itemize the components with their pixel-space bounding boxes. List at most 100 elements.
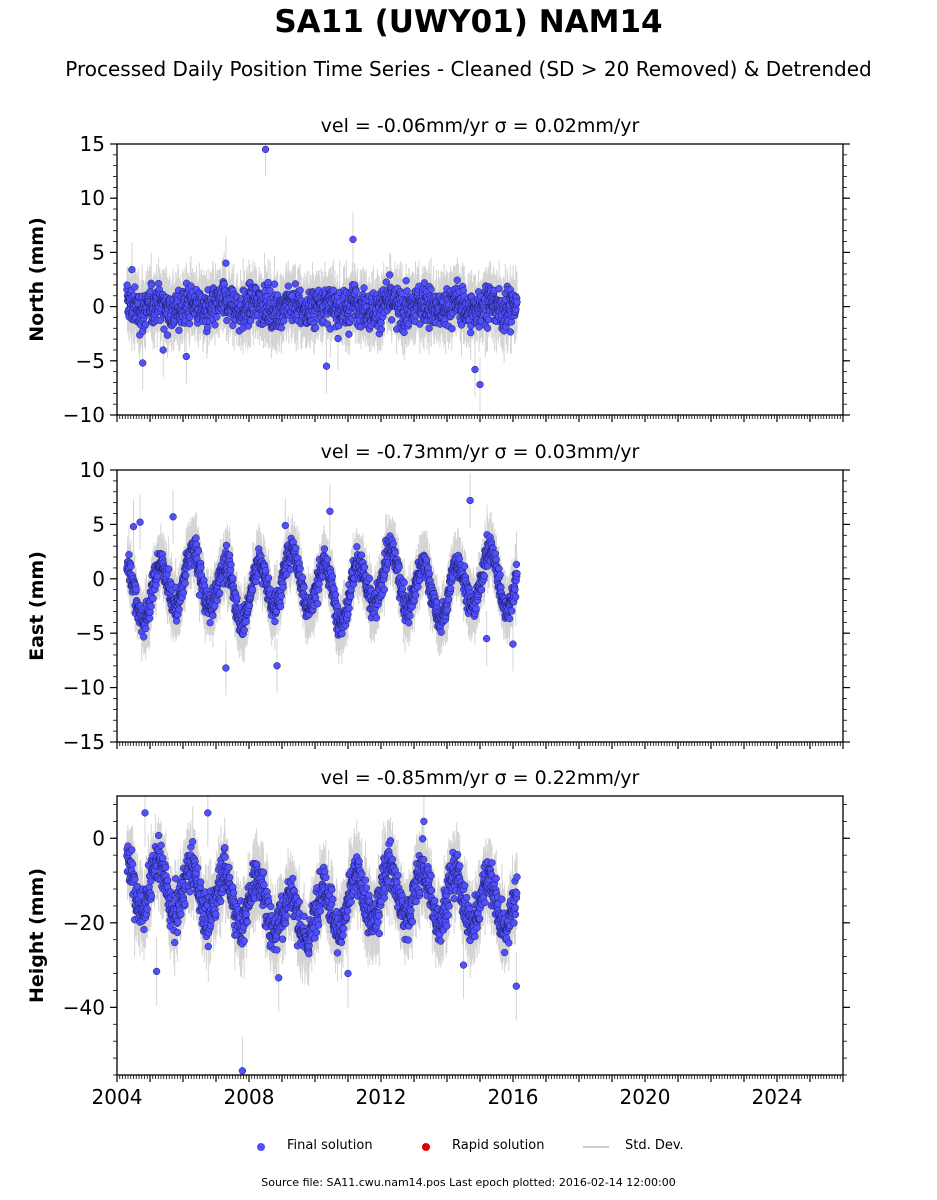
data-point — [388, 855, 397, 864]
data-point — [295, 898, 303, 906]
data-point — [282, 911, 290, 920]
data-point — [472, 604, 480, 613]
data-point — [375, 929, 383, 938]
data-point — [277, 592, 285, 600]
data-point — [361, 876, 370, 884]
data-point — [480, 572, 488, 580]
y-tick-label: −5 — [76, 349, 105, 373]
data-point — [344, 907, 352, 915]
data-point — [267, 902, 275, 911]
data-point — [513, 569, 521, 578]
data-point — [333, 949, 342, 957]
data-point — [380, 586, 388, 594]
data-point — [174, 918, 182, 926]
data-point — [326, 507, 334, 515]
data-point — [175, 326, 183, 335]
y-tick-label: −10 — [63, 403, 105, 427]
data-point — [264, 278, 272, 287]
data-point — [492, 555, 500, 564]
data-point — [181, 900, 189, 908]
data-point — [280, 317, 288, 325]
data-point — [181, 579, 189, 587]
final-solution-points — [123, 496, 521, 672]
y-axis-label: Height (mm) — [26, 868, 48, 1003]
data-point — [162, 863, 170, 871]
data-point — [300, 912, 308, 920]
data-point — [360, 284, 368, 292]
data-point — [259, 868, 268, 876]
data-point — [189, 838, 197, 846]
data-point — [223, 316, 231, 325]
y-tick-label: 0 — [92, 295, 105, 319]
data-point — [248, 585, 257, 594]
data-point — [422, 556, 431, 564]
data-point — [288, 292, 296, 300]
data-point — [412, 591, 420, 599]
data-point — [278, 935, 287, 943]
data-point — [448, 325, 456, 333]
data-point — [291, 280, 300, 288]
y-tick-label: 10 — [80, 186, 105, 210]
panel-title: vel = -0.06mm/yr σ = 0.02mm/yr — [321, 115, 640, 137]
data-point — [243, 918, 251, 926]
data-point — [142, 624, 150, 633]
data-point — [203, 323, 212, 332]
data-point — [266, 286, 274, 295]
y-tick-label: 5 — [92, 240, 105, 264]
data-point — [179, 589, 187, 597]
data-point — [296, 286, 304, 294]
data-point — [400, 578, 408, 587]
data-point — [298, 573, 307, 582]
data-point — [300, 583, 308, 591]
data-point — [405, 619, 413, 627]
data-point — [476, 380, 484, 389]
data-point — [125, 551, 133, 559]
data-point — [395, 563, 403, 571]
data-point — [305, 950, 313, 958]
y-tick-label: 5 — [92, 512, 105, 536]
data-point — [281, 521, 289, 530]
figure-subtitle: Processed Daily Position Time Series - C… — [65, 57, 872, 81]
data-point — [460, 562, 469, 570]
data-point — [345, 330, 353, 338]
data-point — [128, 266, 136, 274]
data-point — [131, 283, 139, 291]
data-point — [328, 572, 336, 581]
data-point — [222, 541, 231, 549]
data-point — [273, 946, 281, 954]
y-axis-label: North (mm) — [26, 217, 48, 342]
data-point — [171, 938, 179, 947]
data-point — [328, 885, 336, 894]
data-point — [175, 605, 183, 614]
data-point — [292, 544, 300, 552]
data-point — [344, 610, 352, 619]
data-point — [246, 317, 255, 325]
data-point — [165, 565, 173, 573]
data-point — [482, 634, 491, 643]
y-tick-label: −10 — [63, 676, 105, 700]
data-point — [156, 316, 164, 324]
data-point — [389, 540, 397, 548]
data-point — [173, 928, 182, 937]
y-axis-label: East (mm) — [26, 551, 48, 661]
data-point — [289, 874, 297, 883]
data-point — [334, 334, 342, 343]
data-point — [485, 315, 493, 324]
data-point — [314, 921, 323, 929]
data-point — [374, 918, 382, 926]
data-point — [284, 282, 292, 290]
data-point — [195, 591, 204, 599]
data-point — [240, 626, 248, 634]
data-point — [233, 594, 241, 602]
std-dev-bars — [126, 796, 518, 1075]
data-point — [271, 617, 279, 626]
data-point — [312, 928, 321, 936]
data-point — [270, 280, 279, 288]
data-point — [159, 854, 167, 862]
data-point — [425, 324, 433, 332]
data-point — [406, 611, 414, 620]
data-point — [443, 606, 452, 614]
data-point — [372, 614, 381, 622]
data-point — [222, 664, 230, 672]
